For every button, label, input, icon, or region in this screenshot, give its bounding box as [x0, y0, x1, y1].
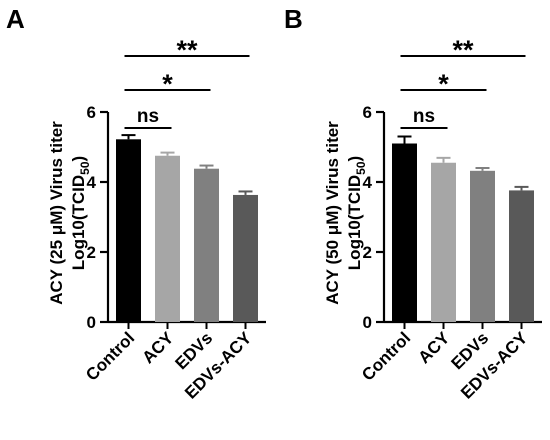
bar [194, 168, 219, 322]
significance-label: ** [176, 35, 198, 65]
y-axis-title-a: ACY (25 μM) Virus titer Log10(TCID50) [47, 121, 92, 305]
bar [116, 139, 141, 322]
x-tick-label: Control [358, 328, 414, 384]
chart-panel-a: A ACY (25 μM) Virus titer Log10(TCID50) 0 2 4… [6, 4, 266, 403]
y-tick-label: 0 [363, 313, 372, 332]
y-tick-label: 2 [87, 243, 96, 262]
y-tick-label: 6 [363, 103, 372, 122]
y-tick-label: 2 [363, 243, 372, 262]
bar [392, 143, 417, 322]
x-tick-label: Control [82, 328, 138, 384]
panel-letter-b: B [284, 4, 303, 34]
y-tick-label: 0 [87, 313, 96, 332]
significance-label: * [162, 69, 173, 99]
bar [431, 162, 456, 322]
bar [509, 190, 534, 322]
bar [233, 194, 258, 322]
y-tick-label: 6 [87, 103, 96, 122]
significance-label: ns [137, 106, 159, 127]
y-tick-label: 4 [87, 173, 97, 192]
y-axis-title-b: ACY (50 μM) Virus titer Log10(TCID50) [323, 121, 368, 305]
panel-letter-a: A [6, 4, 25, 34]
bar [155, 155, 180, 322]
significance-label: ns [413, 106, 435, 127]
significance-label: * [438, 69, 449, 99]
significance-label: ** [452, 35, 474, 65]
bar [470, 170, 495, 322]
chart-panel-b: B ACY (50 μM) Virus titer Log10(TCID50) 0 2 4… [284, 4, 542, 403]
y-tick-label: 4 [363, 173, 373, 192]
